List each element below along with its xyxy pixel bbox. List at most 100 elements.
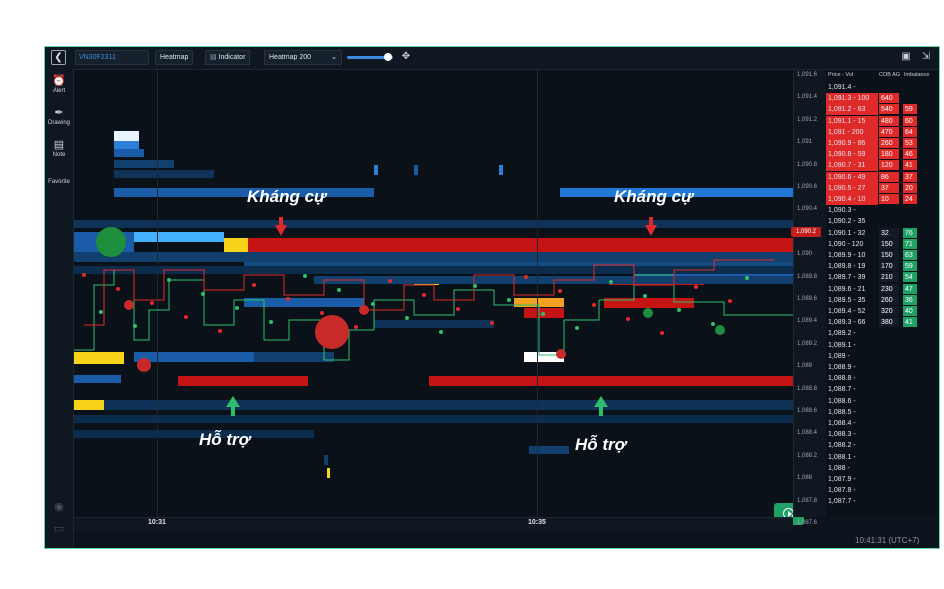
dom-row[interactable]: 1,090.1 - 32 32 76 — [826, 227, 939, 239]
trade-bubble — [660, 331, 664, 335]
dom-row[interactable]: 1,088.9 - — [826, 362, 939, 373]
dom-row[interactable]: 1,089.9 - 10 150 63 — [826, 250, 939, 261]
dom-row[interactable]: 1,091.1 - 15 480 60 — [826, 115, 939, 127]
heatmap-button[interactable]: Heatmap — [155, 50, 194, 65]
heatmap-cell — [114, 141, 139, 149]
sidebar-item-drawing[interactable]: ✒ Drawing — [45, 107, 73, 126]
dom-row[interactable]: 1,088.8 - — [826, 373, 939, 384]
dom-cob-value — [879, 340, 899, 350]
dom-row[interactable]: 1,090 - 120 150 71 — [826, 238, 939, 250]
dom-price-volume: 1,089.8 - 19 — [828, 263, 866, 271]
trade-bubble — [715, 325, 725, 335]
dom-row[interactable]: 1,088.7 - — [826, 384, 939, 395]
dom-row[interactable]: 1,089.5 - 35 260 36 — [826, 294, 939, 306]
dom-row[interactable]: 1,088.6 - — [826, 396, 939, 407]
dom-cob-value: 480 — [879, 115, 899, 126]
dom-row[interactable]: 1,091.3 - 100 640 — [826, 93, 939, 105]
dom-row[interactable]: 1,090.6 - 49 86 37 — [826, 171, 939, 183]
camera-icon[interactable]: ▣ — [901, 51, 911, 62]
trade-bubble — [643, 308, 653, 318]
heatmap-chart[interactable]: Kháng cự Kháng cự Hỗ trợ Hỗ trợ — [74, 70, 804, 525]
support-label-left: Hỗ trợ — [199, 430, 251, 449]
dom-row[interactable]: 1,089.4 - 52 320 40 — [826, 306, 939, 317]
dom-row[interactable]: 1,091.4 - — [826, 82, 939, 93]
heatmap-cell — [604, 298, 694, 308]
dom-cob-value: 210 — [879, 272, 899, 283]
heatmap-intensity-slider[interactable] — [347, 56, 393, 59]
dom-cob-value — [879, 328, 899, 338]
dom-row[interactable]: 1,088 - — [826, 463, 939, 474]
heatmap-cell — [374, 165, 378, 175]
dom-imbalance-value: 20 — [903, 182, 917, 193]
heatmap-cell — [324, 455, 328, 465]
dom-row[interactable]: 1,089.1 - — [826, 340, 939, 351]
slider-handle[interactable] — [384, 53, 392, 61]
dom-header-imbalance: Imbalance — [904, 72, 930, 78]
dom-row[interactable]: 1,089.6 - 21 230 47 — [826, 283, 939, 295]
dom-row[interactable]: 1,089.8 - 19 170 59 — [826, 261, 939, 272]
heatmap-cell — [104, 400, 794, 410]
dom-price-volume: 1,089.2 - — [828, 330, 856, 338]
trade-bubble — [124, 300, 134, 310]
heatmap-level-dropdown[interactable]: Heatmap 200 ⌄ — [264, 50, 342, 65]
price-tick-label: 1,089.4 — [797, 318, 818, 325]
dom-row[interactable]: 1,088.3 - — [826, 429, 939, 440]
heatmap-cell — [114, 188, 374, 197]
dom-row[interactable]: 1,090.8 - 59 180 46 — [826, 149, 939, 161]
trade-bubble — [558, 289, 562, 293]
clock-readout: 10:41:31 (UTC+7) — [855, 536, 920, 545]
symbol-selector[interactable]: VN30F2311 — [75, 50, 149, 65]
dom-row[interactable]: 1,090.4 - 10 10 24 — [826, 194, 939, 205]
heatmap-cell — [114, 170, 214, 178]
crosshair-icon[interactable]: ✥ — [401, 51, 411, 62]
app-logo-icon[interactable]: ❮ — [51, 50, 66, 65]
trade-bubble — [137, 358, 151, 372]
dom-row[interactable]: 1,087.7 - — [826, 496, 939, 507]
dom-row[interactable]: 1,090.2 - 35 — [826, 216, 939, 227]
sidebar-item-favorite[interactable]: Favorite — [45, 179, 73, 185]
dom-row[interactable]: 1,087.8 - — [826, 485, 939, 496]
heatmap-cell — [74, 375, 121, 383]
dom-row[interactable]: 1,088.4 - — [826, 418, 939, 429]
dom-row[interactable]: 1,088.2 - — [826, 440, 939, 451]
dom-cob-value: 170 — [879, 261, 899, 272]
dom-row[interactable]: 1,088.1 - — [826, 452, 939, 463]
trade-bubble — [133, 324, 137, 328]
dom-cob-value: 260 — [879, 138, 899, 148]
price-tick-label: 1,088.6 — [797, 408, 818, 414]
hide-icon[interactable]: ◉ — [54, 501, 64, 513]
heatmap-cell — [74, 220, 793, 228]
dom-imbalance-value: 37 — [903, 171, 917, 182]
time-label: 10:35 — [528, 519, 546, 526]
alarm-clock-icon: ⏰ — [52, 75, 66, 87]
dom-row[interactable]: 1,089.2 - — [826, 328, 939, 339]
dom-price-volume: 1,089.4 - 52 — [828, 308, 866, 315]
dom-row[interactable]: 1,090.3 - — [826, 205, 939, 216]
trash-icon[interactable]: ▭ — [53, 523, 65, 535]
dom-row[interactable]: 1,091.2 - 63 540 59 — [826, 104, 939, 116]
dom-cob-value: 150 — [879, 250, 899, 260]
dom-row[interactable]: 1,091 - 200 470 64 — [826, 126, 939, 138]
resistance-label-right: Kháng cự — [614, 187, 694, 206]
trade-bubble — [490, 321, 494, 325]
sidebar-item-alert[interactable]: ⏰ Alert — [45, 75, 73, 94]
dom-row[interactable]: 1,090.5 - 27 37 20 — [826, 182, 939, 194]
dom-imbalance-value — [903, 216, 917, 226]
indicator-button[interactable]: ▤ Indicator — [205, 50, 251, 65]
dom-row[interactable]: 1,090.7 - 31 120 41 — [826, 160, 939, 172]
trade-bubble — [167, 278, 171, 282]
dom-price-volume: 1,088 - — [828, 464, 850, 472]
trade-bubble — [677, 308, 681, 312]
chevron-down-icon: ⌄ — [331, 54, 337, 61]
dom-cob-value — [879, 496, 899, 506]
trade-bubble — [235, 306, 239, 310]
dom-row[interactable]: 1,088.5 - — [826, 407, 939, 418]
collapse-icon[interactable]: ⇲ — [921, 51, 931, 62]
dom-row[interactable]: 1,087.9 - — [826, 474, 939, 485]
sidebar-item-note[interactable]: ▤ Note — [45, 139, 73, 158]
dom-row[interactable]: 1,089.3 - 66 380 41 — [826, 317, 939, 328]
dom-row[interactable]: 1,090.9 - 86 260 53 — [826, 138, 939, 149]
dom-row[interactable]: 1,089 - — [826, 351, 939, 362]
trade-bubble — [439, 330, 443, 334]
dom-row[interactable]: 1,089.7 - 39 210 54 — [826, 272, 939, 283]
